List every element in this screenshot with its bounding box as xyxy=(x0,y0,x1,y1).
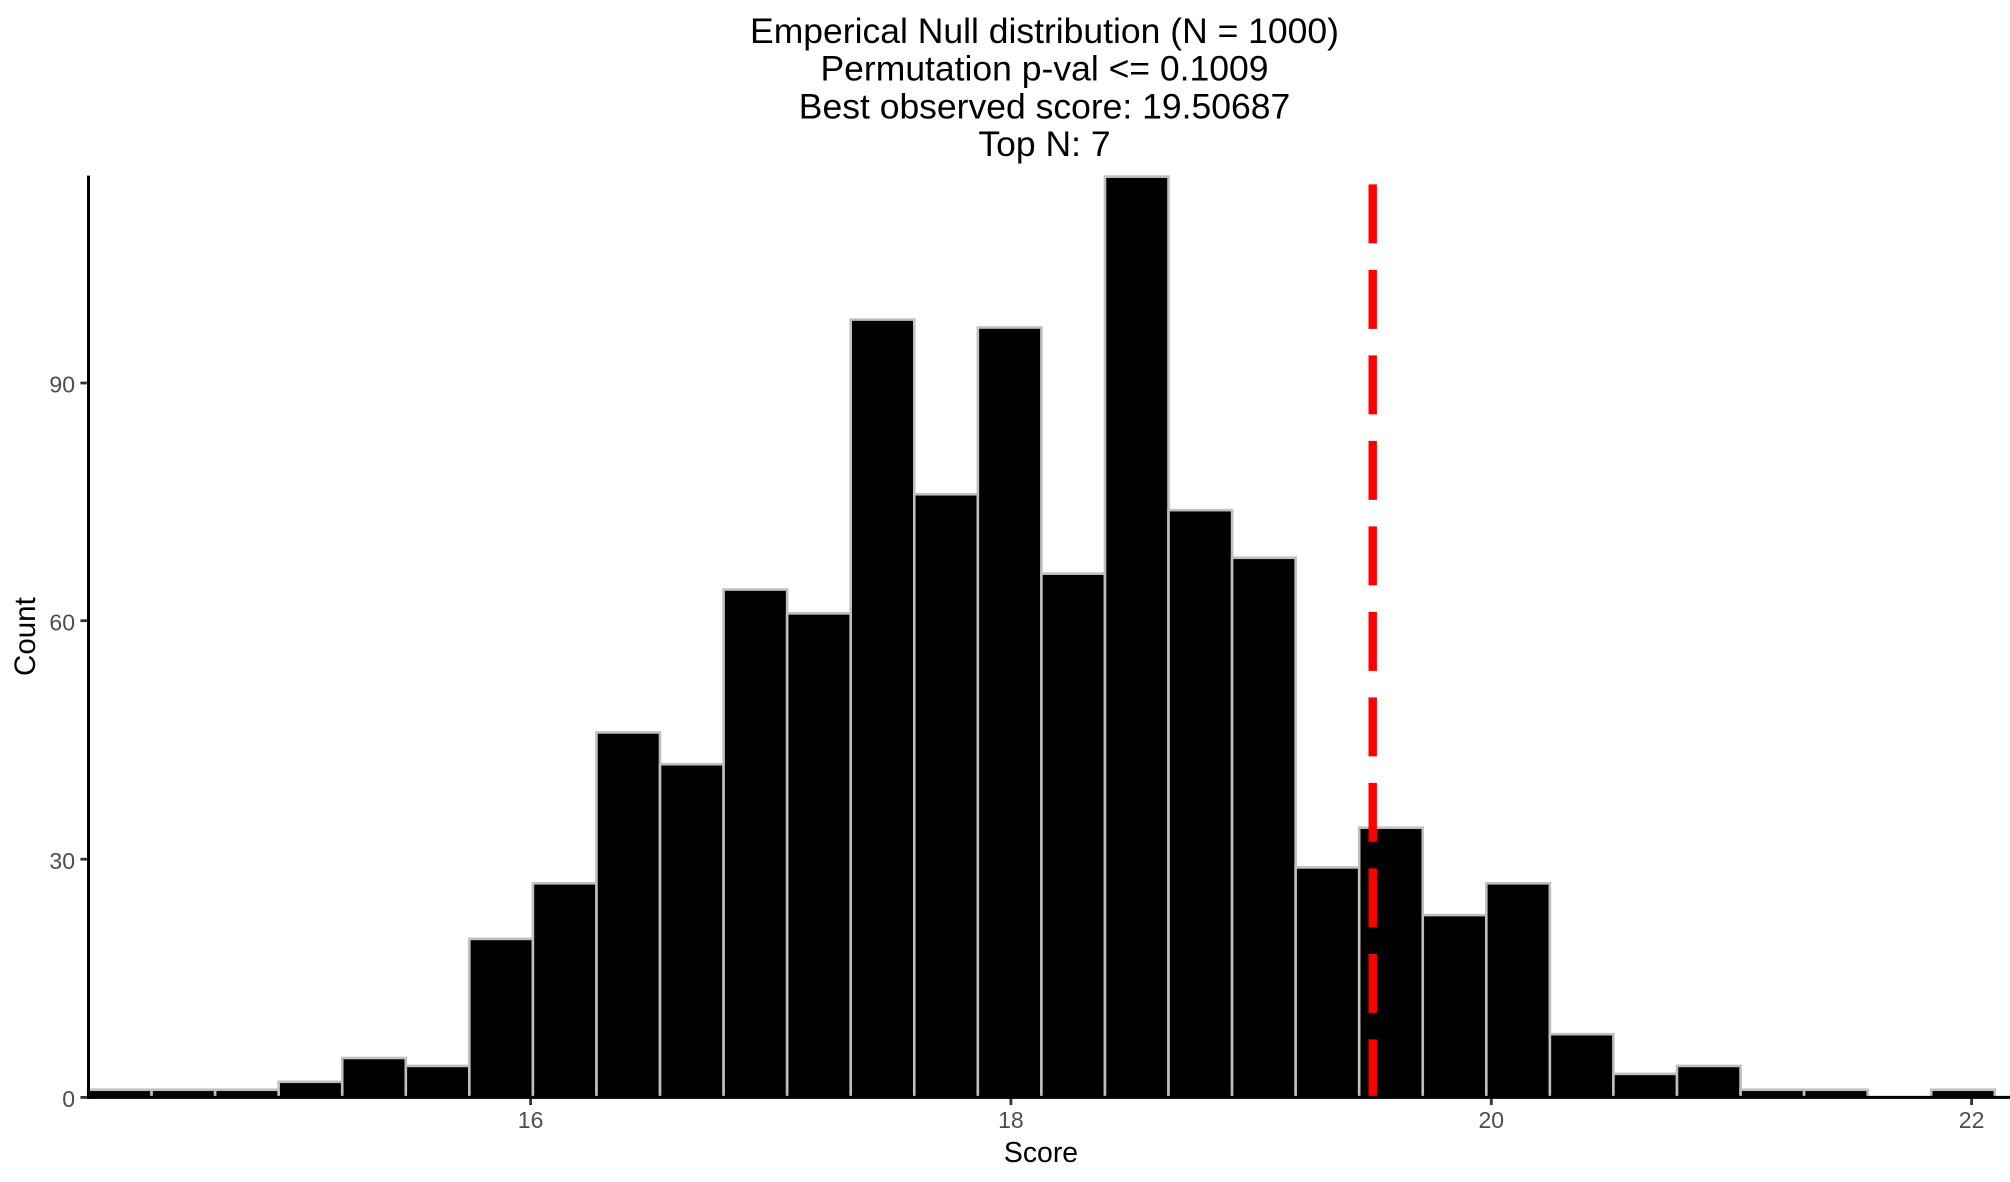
svg-text:20: 20 xyxy=(1479,1107,1505,1133)
svg-text:Score: Score xyxy=(1004,1137,1078,1169)
svg-text:Count: Count xyxy=(9,597,42,676)
svg-text:Emperical Null distribution (N: Emperical Null distribution (N = 1000) xyxy=(750,11,1339,51)
svg-text:22: 22 xyxy=(1959,1107,1985,1133)
svg-text:30: 30 xyxy=(49,848,75,874)
svg-text:0: 0 xyxy=(62,1086,75,1112)
svg-text:Best observed score: 19.50687: Best observed score: 19.50687 xyxy=(799,86,1290,126)
svg-text:Permutation p-val <= 0.1009: Permutation p-val <= 0.1009 xyxy=(821,49,1269,89)
svg-text:16: 16 xyxy=(518,1107,544,1133)
svg-text:90: 90 xyxy=(49,372,75,398)
svg-text:Top N: 7: Top N: 7 xyxy=(978,124,1110,164)
svg-text:60: 60 xyxy=(49,609,75,635)
svg-text:18: 18 xyxy=(998,1107,1024,1133)
